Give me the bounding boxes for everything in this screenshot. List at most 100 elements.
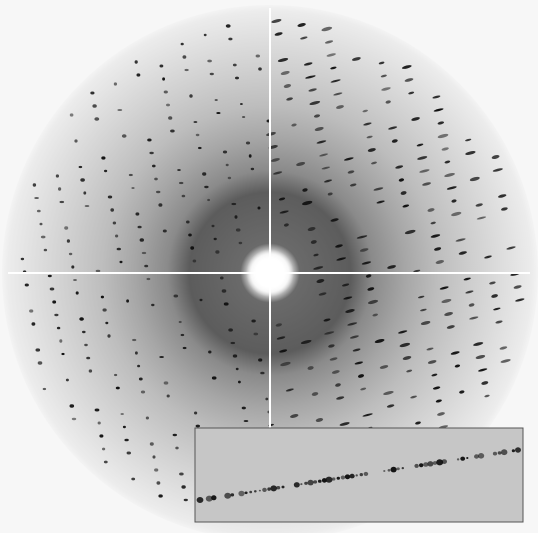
spot — [137, 365, 140, 368]
spot — [226, 24, 231, 27]
spot — [170, 130, 175, 133]
spot — [200, 299, 203, 301]
spot — [135, 351, 138, 354]
spot — [181, 43, 184, 46]
spot — [194, 412, 197, 415]
spot — [152, 165, 156, 168]
spot — [131, 187, 134, 189]
spot — [44, 249, 47, 252]
spot — [153, 455, 156, 458]
spot — [136, 212, 140, 215]
spot — [86, 357, 90, 360]
spot — [235, 77, 239, 80]
spot — [233, 354, 237, 357]
spot — [108, 196, 112, 199]
spot — [122, 134, 127, 138]
spot — [33, 183, 36, 186]
spot — [238, 381, 241, 384]
spot — [79, 317, 84, 321]
spot — [419, 463, 423, 467]
spot — [90, 92, 94, 95]
spot — [242, 407, 246, 410]
spot — [127, 452, 131, 455]
spot — [350, 474, 355, 479]
spot — [41, 236, 46, 239]
spot — [207, 60, 212, 63]
spot — [69, 253, 72, 255]
inset-panel — [195, 428, 523, 522]
spot — [223, 151, 227, 154]
spot — [498, 451, 502, 454]
spot — [36, 348, 41, 351]
spot — [308, 480, 314, 486]
spot — [50, 288, 55, 291]
spot — [228, 328, 233, 331]
spot — [236, 368, 239, 370]
spot — [114, 82, 117, 85]
spot — [96, 270, 101, 272]
beam-center — [246, 249, 294, 297]
spot — [179, 473, 184, 476]
spot — [215, 250, 219, 253]
spot — [196, 425, 200, 428]
spot — [345, 474, 350, 479]
spot — [427, 461, 433, 466]
spot — [120, 261, 123, 263]
spot — [92, 104, 96, 108]
spot — [356, 474, 358, 476]
spot — [313, 480, 317, 483]
spot — [123, 426, 126, 428]
spot — [115, 235, 118, 238]
spot — [129, 174, 133, 176]
spot — [236, 228, 241, 231]
spot — [337, 477, 340, 480]
spot — [83, 191, 86, 194]
spot — [318, 480, 322, 483]
spot — [226, 164, 229, 166]
spot — [151, 304, 154, 306]
spot — [71, 265, 74, 268]
spot — [82, 331, 86, 333]
spot — [282, 486, 285, 489]
spot — [391, 467, 397, 473]
spot — [34, 197, 39, 199]
spot — [67, 239, 70, 243]
spot — [244, 420, 249, 422]
spot — [117, 109, 122, 111]
spot — [246, 142, 250, 145]
spot — [460, 457, 465, 461]
spot — [220, 277, 224, 280]
spot — [21, 258, 24, 260]
spot — [211, 495, 216, 500]
spot — [73, 279, 77, 281]
spot — [102, 448, 105, 451]
spot — [254, 490, 257, 492]
spot — [66, 379, 69, 382]
spot — [216, 112, 220, 114]
spot — [188, 234, 192, 237]
spot — [466, 457, 468, 459]
spot — [254, 333, 259, 336]
spot — [364, 472, 369, 476]
spot — [121, 413, 124, 415]
spot — [154, 178, 158, 181]
spot — [210, 73, 214, 75]
spot — [144, 265, 148, 268]
spot — [190, 246, 194, 249]
spot — [194, 121, 198, 123]
spot — [251, 168, 254, 170]
spot — [57, 327, 60, 330]
spot — [72, 418, 76, 420]
spot — [76, 291, 79, 294]
spot — [61, 353, 64, 355]
spot — [158, 203, 162, 207]
spot — [173, 434, 177, 436]
spot — [239, 242, 243, 244]
spot — [141, 391, 145, 394]
spot — [104, 170, 107, 172]
spot — [388, 469, 391, 472]
spot — [98, 422, 101, 425]
spot — [179, 321, 182, 323]
spot — [397, 467, 400, 470]
spot — [184, 499, 188, 501]
